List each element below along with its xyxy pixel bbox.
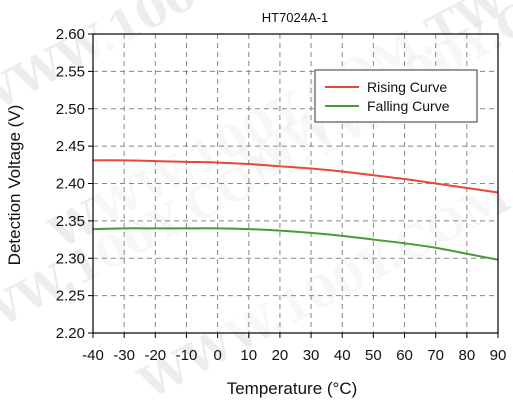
x-tick-label: -10 [176, 347, 198, 364]
axes [88, 33, 499, 338]
y-axis-label: Detection Voltage (V) [5, 105, 24, 266]
x-tick-label: 30 [303, 347, 320, 364]
x-tick-label: 10 [240, 347, 257, 364]
series-lines [92, 159, 499, 261]
x-tick-label: 40 [334, 347, 351, 364]
y-tick-label: 2.60 [56, 26, 85, 43]
x-tick-label: 70 [427, 347, 444, 364]
legend-box [314, 69, 478, 123]
tick-labels: -40 -30 -20 -10 0 10 20 30 40 50 60 70 80 90 2.20 2.25 2… [56, 26, 507, 364]
y-tick-label: 2.30 [56, 250, 85, 267]
y-tick-label: 2.35 [56, 213, 85, 230]
falling-curve-legend-label: Falling Curve [367, 98, 450, 114]
y-tick-label: 2.25 [56, 288, 85, 305]
x-tick-label: 50 [365, 347, 382, 364]
x-tick-label: 20 [272, 347, 289, 364]
y-tick-label: 2.50 [56, 101, 85, 118]
legend: Rising Curve Falling Curve [314, 69, 478, 123]
x-tick-label: 60 [396, 347, 413, 364]
falling-curve-line [92, 227, 499, 261]
y-tick-label: 2.45 [56, 138, 85, 155]
y-tick-label: 2.55 [56, 63, 85, 80]
x-tick-label: -40 [82, 347, 104, 364]
chart-title: HT7024A-1 [262, 10, 328, 25]
x-tick-label: -30 [113, 347, 135, 364]
y-tick-label: 2.40 [56, 176, 85, 193]
x-tick-label: -20 [144, 347, 166, 364]
x-tick-label: 0 [213, 347, 221, 364]
rising-curve-line [92, 159, 499, 194]
x-tick-label: 90 [490, 347, 507, 364]
y-tick-label: 2.20 [56, 325, 85, 342]
x-tick-label: 80 [459, 347, 476, 364]
rising-curve-legend-label: Rising Curve [367, 79, 447, 95]
x-axis-label: Temperature (°C) [227, 379, 358, 398]
